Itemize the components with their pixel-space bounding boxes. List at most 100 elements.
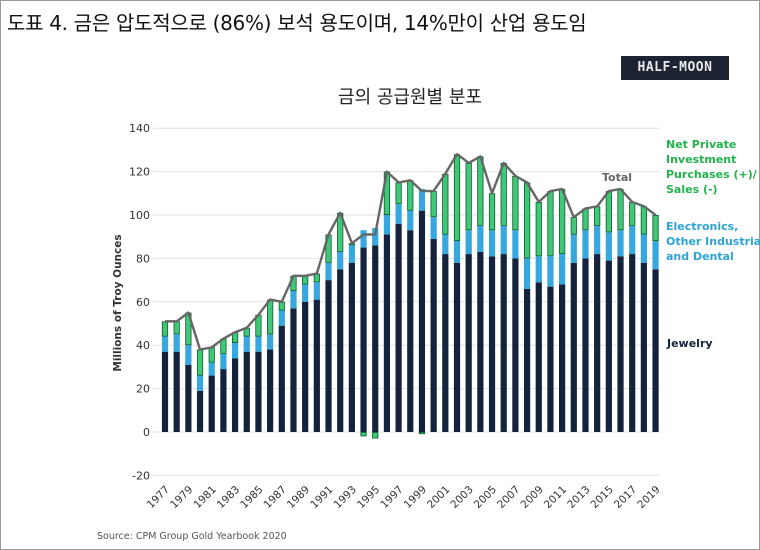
total-line-layer — [165, 152, 657, 351]
bar-industrial — [488, 230, 496, 257]
bar-industrial — [173, 334, 180, 352]
bar-investment — [278, 301, 285, 311]
bar-investment — [407, 180, 414, 211]
bar-investment — [523, 182, 531, 259]
y-tick-label: 60 — [136, 296, 150, 309]
bar-jewelry — [523, 288, 531, 432]
bar-industrial — [278, 310, 285, 326]
bar-industrial — [559, 254, 566, 285]
half-moon-logo: HALF-MOON — [621, 56, 729, 80]
x-tick-label: 1995 — [355, 484, 382, 511]
bar-jewelry — [395, 223, 402, 432]
bar-investment — [360, 431, 367, 437]
x-tick-label: 2009 — [518, 484, 545, 511]
bar-industrial — [407, 210, 414, 231]
bar-jewelry — [512, 258, 519, 432]
bar-jewelry — [652, 269, 659, 432]
bar-investment — [640, 206, 647, 235]
x-tick-label: 1991 — [308, 484, 335, 511]
x-tick-label: 1983 — [215, 484, 242, 511]
bar-investment — [430, 191, 437, 218]
bar-investment — [161, 321, 169, 337]
bar-investment — [582, 208, 589, 231]
bar-industrial — [302, 284, 309, 302]
y-tick-label: 20 — [136, 383, 150, 396]
bar-industrial — [652, 241, 659, 270]
bar-investment — [559, 188, 566, 255]
x-tick-label: 2015 — [589, 484, 616, 511]
bar-industrial — [208, 362, 215, 376]
bar-industrial — [185, 345, 192, 365]
x-tick-label: 2017 — [612, 484, 639, 511]
x-tick-label: 2001 — [425, 484, 452, 511]
bar-jewelry — [372, 245, 379, 432]
bar-industrial — [196, 375, 204, 391]
bar-jewelry — [302, 301, 309, 432]
bar-industrial — [500, 225, 507, 255]
bar-jewelry — [325, 280, 332, 432]
x-tick-label: 2005 — [472, 484, 499, 511]
bar-industrial — [535, 256, 542, 283]
bar-investment — [395, 182, 402, 205]
bar-jewelry — [582, 258, 589, 432]
x-tick-label: 2013 — [565, 484, 592, 511]
y-tick-label: 40 — [136, 339, 150, 352]
bar-jewelry — [570, 262, 577, 432]
bar-industrial — [605, 232, 612, 261]
bar-jewelry — [547, 286, 554, 432]
bar-jewelry — [640, 262, 647, 432]
x-tick-label: 1989 — [285, 484, 312, 511]
x-tick-label: 2003 — [448, 484, 475, 511]
bar-jewelry — [360, 247, 367, 432]
bar-investment — [465, 162, 472, 231]
bar-investment — [267, 299, 274, 335]
bar-industrial — [629, 225, 636, 255]
y-tick-label: -20 — [132, 469, 150, 482]
bar-investment — [512, 175, 519, 231]
bar-investment — [547, 191, 554, 257]
bar-investment — [477, 156, 484, 226]
bar-investment — [629, 201, 636, 226]
bar-industrial — [243, 336, 250, 352]
page-title: 도표 4. 금은 압도적으로 (86%) 보석 용도이며, 14%만이 산업 용… — [7, 11, 587, 35]
bar-industrial — [418, 188, 426, 211]
bar-jewelry — [407, 230, 414, 432]
bar-industrial — [547, 256, 554, 287]
bar-industrial — [442, 234, 449, 255]
bar-industrial — [430, 217, 437, 239]
bar-jewelry — [337, 269, 344, 432]
bar-jewelry — [196, 390, 204, 432]
bar-industrial — [383, 215, 391, 235]
bar-industrial — [348, 245, 355, 263]
bar-industrial — [395, 204, 402, 224]
bar-industrial — [453, 241, 461, 263]
bar-industrial — [290, 290, 297, 309]
legend-industrial: Electronics, Other Industrial and Dental — [666, 220, 760, 263]
bar-jewelry — [255, 351, 262, 432]
bar-investment — [196, 349, 204, 376]
bar-investment — [617, 188, 624, 231]
total-line — [165, 152, 657, 351]
bar-investment — [652, 214, 659, 242]
bar-jewelry — [348, 262, 355, 432]
x-tick-label: 1987 — [262, 484, 289, 511]
bar-jewelry — [267, 349, 274, 432]
bar-jewelry — [605, 260, 612, 432]
bar-jewelry — [418, 210, 426, 432]
bar-jewelry — [278, 325, 285, 432]
bar-investment — [453, 154, 461, 242]
bar-industrial — [512, 230, 519, 259]
bar-jewelry — [231, 358, 239, 432]
bar-jewelry — [161, 351, 169, 432]
bar-industrial — [220, 353, 227, 370]
bar-jewelry — [629, 254, 636, 432]
bar-industrial — [255, 336, 262, 352]
x-tick-label: 2007 — [495, 484, 522, 511]
bar-industrial — [372, 228, 379, 246]
bar-investment — [605, 191, 612, 233]
bar-jewelry — [488, 256, 496, 432]
bar-industrial — [523, 258, 531, 289]
bar-industrial — [570, 234, 577, 263]
bar-industrial — [477, 225, 484, 252]
